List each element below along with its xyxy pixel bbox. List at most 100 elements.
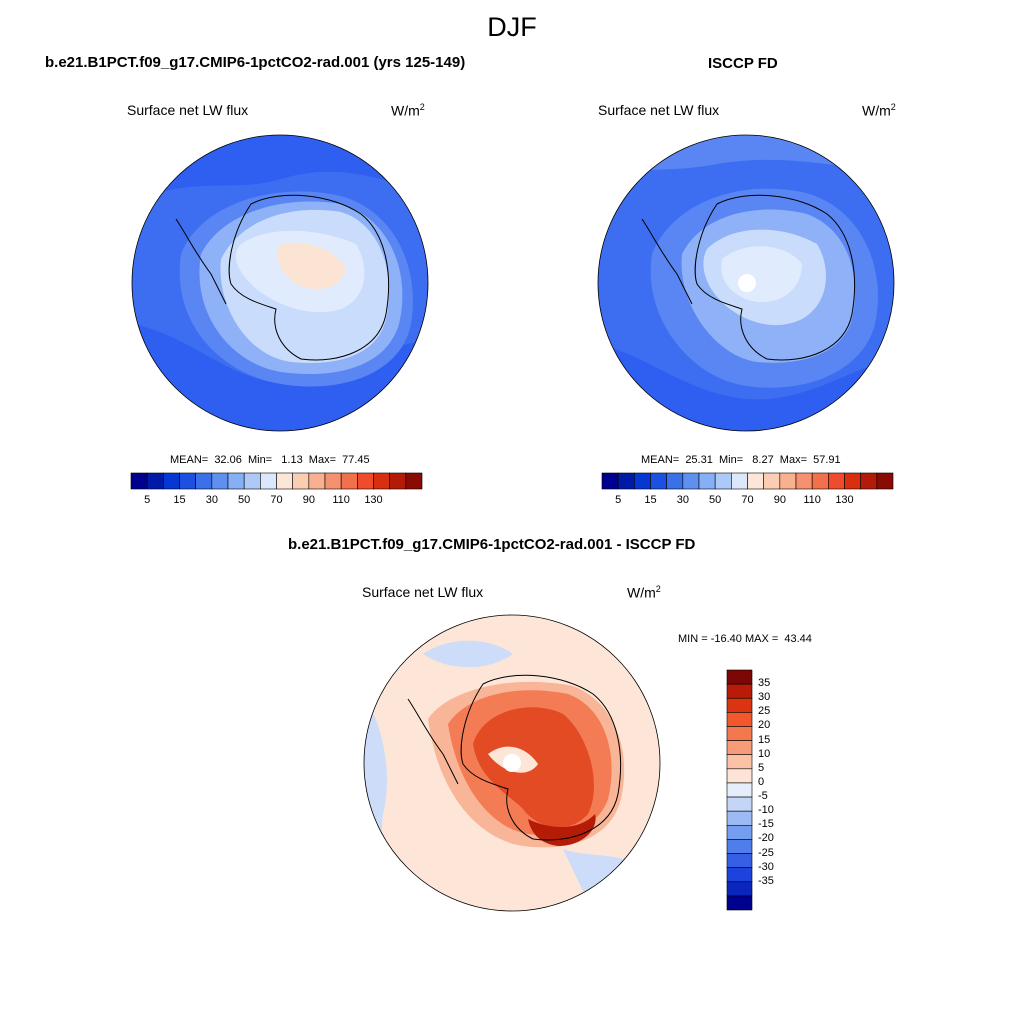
obs-colorbar-tick-label: 90 (773, 494, 786, 506)
obs-polar-map (597, 134, 895, 432)
obs-colorbar-box (828, 472, 845, 490)
diff-colorbar-tick-label: -30 (758, 860, 774, 873)
diff-colorbar-box (726, 697, 753, 713)
obs-colorbar (601, 472, 894, 490)
diff-colorbar-tick-label: -25 (758, 846, 774, 859)
diff-colorbar-labels: 35 30 25 20 15 10 5 0 -5 -10 -15 -20 -25 -30 -35 (758, 670, 798, 910)
diff-colorbar-box (726, 839, 753, 854)
model-colorbar-tick-label: 90 (302, 494, 315, 506)
page-title: DJF (487, 12, 537, 42)
model-panel-title: b.e21.B1PCT.f09_g17.CMIP6-1pctCO2-rad.00… (45, 54, 466, 71)
model-colorbar-box (146, 472, 164, 490)
diff-colorbar-box (726, 867, 753, 883)
obs-colorbar-box (876, 472, 894, 490)
model-colorbar-box (373, 472, 390, 490)
diff-panel-title: b.e21.B1PCT.f09_g17.CMIP6-1pctCO2-rad.00… (288, 536, 696, 553)
diff-colorbar-tick-label: -10 (758, 804, 774, 817)
model-colorbar-tick-label: 70 (270, 494, 283, 506)
model-colorbar-box (163, 472, 180, 490)
model-colorbar-box (260, 472, 277, 490)
diff-colorbar-box (726, 726, 753, 741)
diff-colorbar-box (726, 740, 753, 756)
diff-colorbar-tick-label: 10 (758, 747, 771, 760)
model-colorbar-box (179, 472, 196, 490)
obs-stats: MEAN= 25.31 Min= 8.27 Max= 57.91 (641, 454, 841, 466)
obs-colorbar-box (617, 472, 635, 490)
diff-colorbar (726, 669, 753, 911)
diff-colorbar-tick-label: 30 (758, 691, 771, 704)
model-colorbar-box (357, 472, 374, 490)
obs-colorbar-box (731, 472, 748, 490)
obs-colorbar-box (747, 472, 764, 490)
obs-colorbar-tick-label: 5 (615, 494, 622, 506)
diff-colorbar-box (726, 881, 753, 897)
model-variable-label: Surface net LW flux (127, 102, 249, 118)
diff-colorbar-box (726, 824, 753, 840)
model-colorbar-box (130, 472, 148, 490)
diff-colorbar-box (726, 853, 753, 868)
diff-colorbar-tick-label: 25 (758, 705, 771, 718)
obs-colorbar-box (844, 472, 861, 490)
diff-colorbar-box (726, 895, 753, 911)
obs-colorbar-box (811, 472, 829, 490)
diff-colorbar-box (726, 683, 753, 699)
model-colorbar-tick-label: 30 (205, 494, 218, 506)
model-colorbar-tick-label: 110 (332, 494, 350, 506)
model-colorbar-labels: 5 15 30 50 70 90 110 130 (131, 494, 422, 508)
obs-units-label: W/m2 (862, 102, 896, 119)
obs-colorbar-box (795, 472, 813, 490)
obs-colorbar-tick-label: 110 (803, 494, 821, 506)
diff-colorbar-tick-label: 35 (758, 677, 771, 690)
obs-panel-title: ISCCP FD (708, 55, 778, 72)
model-stats: MEAN= 32.06 Min= 1.13 Max= 77.45 (170, 454, 370, 466)
obs-colorbar-box (779, 472, 797, 490)
diff-colorbar-tick-label: 0 (758, 775, 765, 788)
model-colorbar-box (195, 472, 213, 490)
diff-colorbar-box (726, 712, 753, 727)
model-colorbar-tick-label: 130 (364, 494, 383, 506)
diff-polar-map (363, 614, 661, 912)
obs-colorbar-box (763, 472, 781, 490)
diff-colorbar-box (726, 796, 753, 812)
diff-variable-label: Surface net LW flux (362, 584, 484, 600)
obs-colorbar-box (601, 472, 619, 490)
obs-colorbar-tick-label: 50 (709, 494, 722, 506)
obs-colorbar-box (860, 472, 878, 490)
diff-colorbar-tick-label: 15 (758, 733, 771, 746)
diff-colorbar-box (726, 782, 753, 798)
model-colorbar-box (243, 472, 261, 490)
model-colorbar-box (389, 472, 407, 490)
model-colorbar-tick-label: 5 (144, 494, 151, 506)
model-colorbar-box (405, 472, 423, 490)
obs-variable-label: Surface net LW flux (598, 102, 720, 118)
diff-colorbar-tick-label: -5 (758, 790, 768, 803)
diff-colorbar-tick-label: 20 (758, 719, 771, 732)
diff-colorbar-box (726, 754, 753, 770)
diff-colorbar-tick-label: -20 (758, 832, 774, 845)
model-units-label: W/m2 (391, 102, 425, 119)
diff-colorbar-tick-label: 5 (758, 761, 765, 774)
diff-units-label: W/m2 (627, 584, 661, 601)
diff-colorbar-box (726, 810, 753, 826)
obs-colorbar-tick-label: 70 (741, 494, 754, 506)
model-colorbar-box (211, 472, 229, 490)
obs-colorbar-tick-label: 15 (644, 494, 657, 506)
model-colorbar-tick-label: 15 (173, 494, 186, 506)
model-colorbar-box (340, 472, 358, 490)
model-colorbar (130, 472, 423, 490)
diff-stats: MIN = -16.40 MAX = 43.44 (678, 633, 812, 645)
model-colorbar-box (324, 472, 342, 490)
diff-colorbar-tick-label: -35 (758, 874, 774, 887)
obs-colorbar-box (634, 472, 651, 490)
model-polar-map (131, 134, 429, 432)
model-colorbar-box (276, 472, 293, 490)
obs-colorbar-box (714, 472, 732, 490)
model-colorbar-box (227, 472, 245, 490)
obs-colorbar-tick-label: 130 (835, 494, 854, 506)
obs-colorbar-labels: 5 15 30 50 70 90 110 130 (602, 494, 893, 508)
model-colorbar-box (292, 472, 310, 490)
model-colorbar-tick-label: 50 (238, 494, 251, 506)
diff-colorbar-box (726, 669, 753, 685)
obs-colorbar-box (650, 472, 667, 490)
model-colorbar-box (308, 472, 326, 490)
